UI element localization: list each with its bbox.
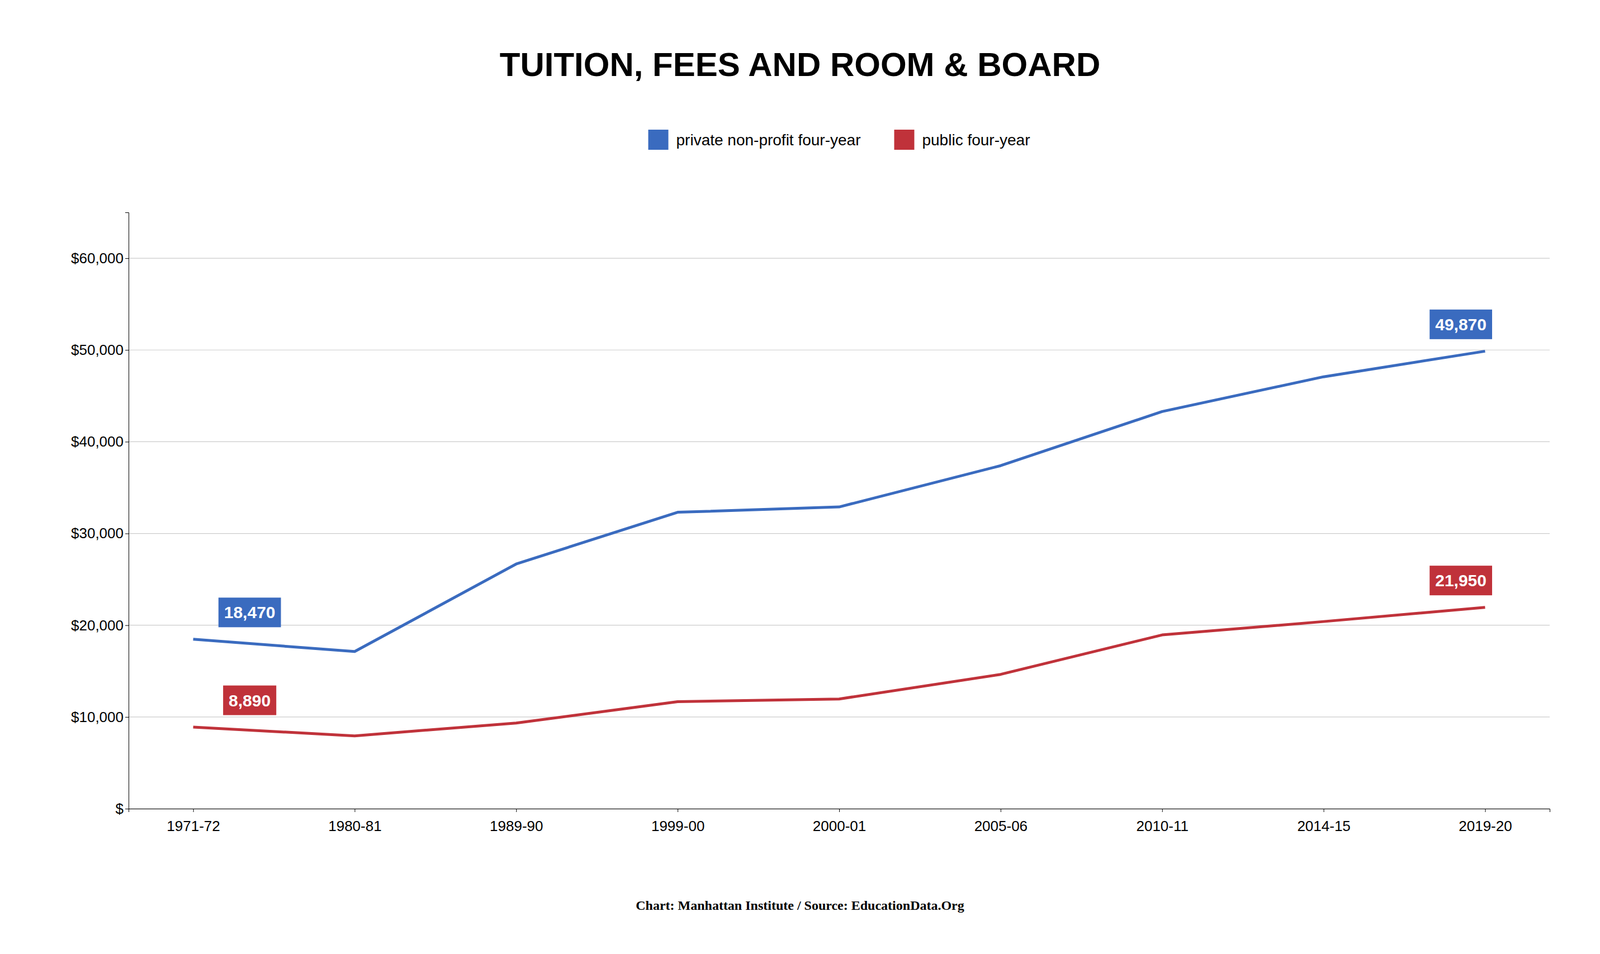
- grid-line: [128, 716, 1550, 718]
- data-label: 8,890: [223, 685, 277, 716]
- y-tick-label: $30,000: [70, 524, 124, 542]
- x-tick: 1999-00: [651, 808, 705, 835]
- legend-item: private non-profit four-year: [648, 129, 861, 150]
- x-tick-mark: [839, 808, 840, 813]
- x-tick: 1989-90: [489, 808, 543, 835]
- legend-swatch: [648, 129, 669, 150]
- x-tick-mark: [193, 808, 194, 813]
- data-label-box: [1429, 565, 1493, 596]
- grid: [128, 258, 1550, 809]
- data-labels: 18,470 49,870 8,890 21,950: [218, 309, 1493, 716]
- y-tick: $60,000: [70, 249, 129, 267]
- y-tick-label: $40,000: [70, 433, 124, 451]
- y-tick: $: [115, 800, 129, 818]
- data-label: 18,470: [218, 597, 282, 628]
- x-tick-label: 1999-00: [651, 817, 705, 835]
- y-tick-label: $60,000: [70, 249, 124, 267]
- series-line: [193, 351, 1486, 652]
- y-tick-label: $10,000: [70, 708, 124, 726]
- y-tick-mark: [125, 625, 129, 627]
- data-label: 21,950: [1429, 565, 1493, 596]
- x-tick-mark: [354, 808, 355, 813]
- x-tick: 1971-72: [166, 808, 220, 835]
- grid-line: [128, 257, 1550, 259]
- y-tick-mark: [125, 808, 129, 810]
- x-tick: 2014-15: [1296, 808, 1351, 835]
- legend-item: public four-year: [893, 129, 1030, 150]
- legend-label: public four-year: [921, 131, 1030, 149]
- y-tick-mark: [125, 258, 129, 259]
- data-label-box: [1429, 309, 1493, 340]
- grid-line: [128, 625, 1550, 626]
- y-tick-mark: [125, 717, 129, 718]
- x-tick-mark: [1162, 808, 1163, 813]
- y-axis: $ $10,000 $20,000 $30,000 $40,000 $50,000 $60,…: [70, 212, 129, 818]
- x-axis: 1971-72 1980-81 1989-90 1999-00 2000-01 2005-…: [129, 808, 1551, 835]
- y-tick: $50,000: [70, 341, 129, 359]
- series-line: [193, 607, 1486, 737]
- chart: TUITION, FEES AND ROOM & BOARD $ $10,000 $2…: [0, 0, 1600, 954]
- y-tick-mark: [125, 441, 129, 443]
- x-tick-mark: [1484, 808, 1486, 813]
- y-tick-mark: [125, 349, 129, 351]
- y-tick: $10,000: [70, 708, 129, 726]
- x-tick-label: 2014-15: [1296, 817, 1351, 835]
- x-tick: 1980-81: [328, 808, 382, 835]
- x-tick-label: 2019-20: [1458, 817, 1512, 835]
- legend-swatch: [893, 129, 915, 150]
- data-label-text: 21,950: [1435, 571, 1487, 590]
- x-tick: 2019-20: [1458, 808, 1512, 835]
- grid-line: [128, 533, 1550, 534]
- data-label-text: 49,870: [1435, 315, 1487, 334]
- y-tick-label: $20,000: [70, 617, 124, 634]
- data-label-text: 18,470: [224, 603, 276, 622]
- data-label-box: [218, 597, 282, 628]
- source: Chart: Manhattan Institute / Source: Edu…: [635, 898, 965, 913]
- y-tick: $20,000: [70, 617, 129, 634]
- x-tick: 2010-11: [1135, 808, 1189, 835]
- x-tick-mark: [1323, 808, 1325, 813]
- legend-label: private non-profit four-year: [676, 131, 861, 149]
- x-tick-label: 2000-01: [812, 817, 866, 835]
- data-label-box: [223, 685, 277, 716]
- lines: [193, 351, 1486, 736]
- title: TUITION, FEES AND ROOM & BOARD: [499, 45, 1101, 84]
- y-tick-mark: [125, 533, 129, 535]
- y-tick-label: $50,000: [70, 341, 124, 359]
- x-axis-line: [129, 809, 1551, 813]
- x-tick-mark: [1000, 808, 1002, 813]
- grid-line: [128, 349, 1550, 351]
- legend: private non-profit four-year public four-…: [648, 129, 1031, 150]
- grid-line: [128, 441, 1550, 443]
- data-label-text: 8,890: [228, 691, 271, 710]
- x-tick-label: 1971-72: [166, 817, 220, 835]
- y-tick-label: $: [115, 800, 125, 818]
- y-axis-line: [125, 212, 130, 810]
- x-tick-mark: [516, 808, 517, 813]
- y-tick: $40,000: [70, 433, 129, 451]
- data-label: 49,870: [1429, 309, 1493, 340]
- x-tick-label: 1989-90: [489, 817, 543, 835]
- x-tick-label: 2010-11: [1135, 817, 1189, 835]
- x-tick-label: 2005-06: [974, 817, 1028, 835]
- x-tick: 2000-01: [812, 808, 866, 835]
- plot: $ $10,000 $20,000 $30,000 $40,000 $50,000 $60,…: [70, 212, 1550, 836]
- y-tick: $30,000: [70, 524, 129, 542]
- x-tick: 2005-06: [974, 808, 1028, 835]
- x-tick-label: 1980-81: [328, 817, 382, 835]
- x-tick-mark: [677, 808, 679, 813]
